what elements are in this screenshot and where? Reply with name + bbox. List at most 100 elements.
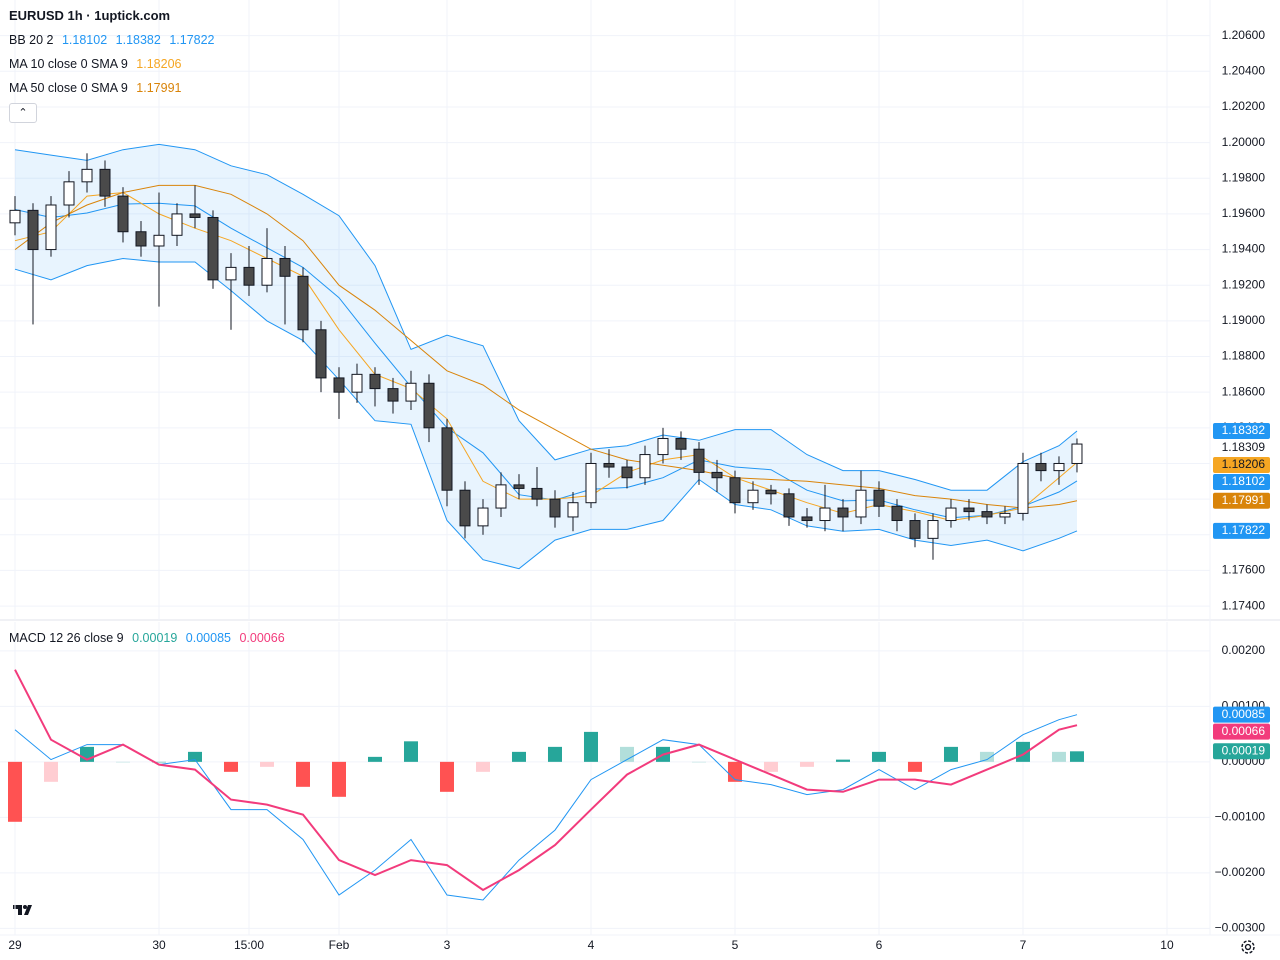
- histogram-bar: [7, 761, 22, 822]
- histogram-bar: [871, 751, 886, 762]
- candle-body: [81, 168, 93, 183]
- candle-body: [1035, 462, 1047, 472]
- price-badge-label: 0.00066: [1222, 724, 1266, 738]
- candle-body: [351, 373, 363, 393]
- legend-row: MA 50 close 0 SMA 9 1.17991: [9, 81, 186, 95]
- candle-body: [225, 266, 237, 281]
- y-tick-label: 1.20400: [1222, 63, 1266, 77]
- histogram-bar: [727, 761, 742, 782]
- candle-body: [675, 438, 687, 450]
- tv-logo[interactable]: [10, 900, 38, 920]
- y-tick-label: −0.00200: [1215, 865, 1266, 879]
- y-tick-label: 1.20200: [1222, 99, 1266, 113]
- histogram-bar: [259, 761, 274, 767]
- y-tick-label: 1.20000: [1222, 135, 1266, 149]
- candle-body: [423, 382, 435, 429]
- y-tick-label: 1.19600: [1222, 206, 1266, 220]
- bb-upper-line: [14, 143, 1078, 491]
- candle-body: [855, 489, 867, 518]
- y-tick-label: 1.19800: [1222, 170, 1266, 184]
- candle-body: [603, 462, 615, 468]
- candle-body: [621, 466, 633, 479]
- candle-body: [711, 471, 723, 479]
- price-badge: [1213, 723, 1270, 740]
- price-badge: [1213, 440, 1270, 457]
- gear-inner: [1244, 943, 1252, 951]
- x-tick-label: 15:00: [234, 938, 264, 952]
- histogram-bar: [439, 761, 454, 792]
- price-badge: [1213, 743, 1270, 760]
- candle-body: [513, 484, 525, 489]
- legend-label: MA 10 close 0 SMA 9: [9, 57, 128, 71]
- signal-line: [14, 669, 1078, 892]
- y-tick-label: 1.18600: [1222, 384, 1266, 398]
- candle-body: [1071, 443, 1083, 464]
- candle-body: [315, 329, 327, 379]
- candle-body: [9, 209, 21, 224]
- gear-outer: [1241, 940, 1255, 954]
- y-tick-label: 1.17600: [1222, 563, 1266, 577]
- y-tick-label: 1.18800: [1222, 349, 1266, 363]
- price-badge: [1213, 492, 1270, 509]
- legend-value: 1.18102: [61, 33, 108, 47]
- candle-body: [405, 382, 417, 402]
- legend-row: MACD 12 26 close 9 0.00019 0.00085 0.000…: [9, 631, 290, 645]
- legend-value: 1.18206: [136, 57, 182, 71]
- candle-body: [999, 512, 1011, 518]
- collapse-button[interactable]: ⌃: [9, 103, 37, 123]
- histogram-bar: [979, 751, 994, 762]
- histogram-bar: [1069, 751, 1084, 762]
- price-badge-label: 0.00019: [1222, 743, 1266, 757]
- candle-body: [837, 507, 849, 518]
- x-tick-label: 5: [732, 938, 739, 952]
- legend-label: BB 20 2: [9, 33, 54, 47]
- candle-body: [369, 373, 381, 390]
- histogram-bar: [43, 761, 58, 782]
- candle-body: [135, 231, 147, 247]
- candle-body: [333, 377, 345, 393]
- price-badge: [1213, 474, 1270, 491]
- candle-body: [27, 209, 39, 251]
- histogram-bar: [115, 761, 130, 763]
- candle-body: [909, 520, 921, 539]
- candle-body: [477, 507, 489, 527]
- y-tick-label: 1.19200: [1222, 277, 1266, 291]
- price-badge-label: 0.00085: [1222, 707, 1266, 721]
- price-pane: [9, 143, 1083, 570]
- price-badge: [1213, 457, 1270, 474]
- candle-body: [1017, 462, 1029, 514]
- price-badge-label: 1.18309: [1222, 440, 1266, 454]
- candle-body: [459, 489, 471, 527]
- legend-label: MA 50 close 0 SMA 9: [9, 81, 128, 95]
- y-tick-label: 1.20600: [1222, 28, 1266, 42]
- candle-body: [99, 168, 111, 197]
- x-tick-label: 6: [876, 938, 883, 952]
- x-tick-label: 30: [152, 938, 166, 952]
- legend-label: MACD 12 26 close 9: [9, 631, 124, 645]
- histogram-bar: [691, 761, 706, 763]
- histogram-bar: [295, 761, 310, 787]
- bb-band-fill: [14, 144, 1077, 569]
- candle-body: [765, 489, 777, 495]
- candle-body: [729, 477, 741, 504]
- y-tick-label: 1.19400: [1222, 242, 1266, 256]
- logo-mark: [13, 905, 32, 915]
- legend-value: 1.18382: [115, 33, 161, 47]
- price-badge-label: 1.18206: [1222, 457, 1266, 471]
- candle-body: [297, 275, 309, 331]
- candle-body: [585, 462, 597, 504]
- histogram-bar: [475, 761, 490, 772]
- settings-icon[interactable]: [1241, 940, 1255, 954]
- histogram-bar: [835, 759, 850, 762]
- x-tick-label: 10: [1160, 938, 1174, 952]
- grid: [0, 0, 1210, 935]
- candle-body: [261, 257, 273, 286]
- histogram-bar: [799, 761, 814, 767]
- x-tick-label: 29: [8, 938, 22, 952]
- legend-value: 1.17822: [169, 33, 215, 47]
- legend-row: BB 20 2 1.18102 1.18382 1.17822: [9, 33, 220, 47]
- x-tick-label: 3: [444, 938, 451, 952]
- price-badge: [1213, 522, 1270, 539]
- candle-body: [549, 498, 561, 518]
